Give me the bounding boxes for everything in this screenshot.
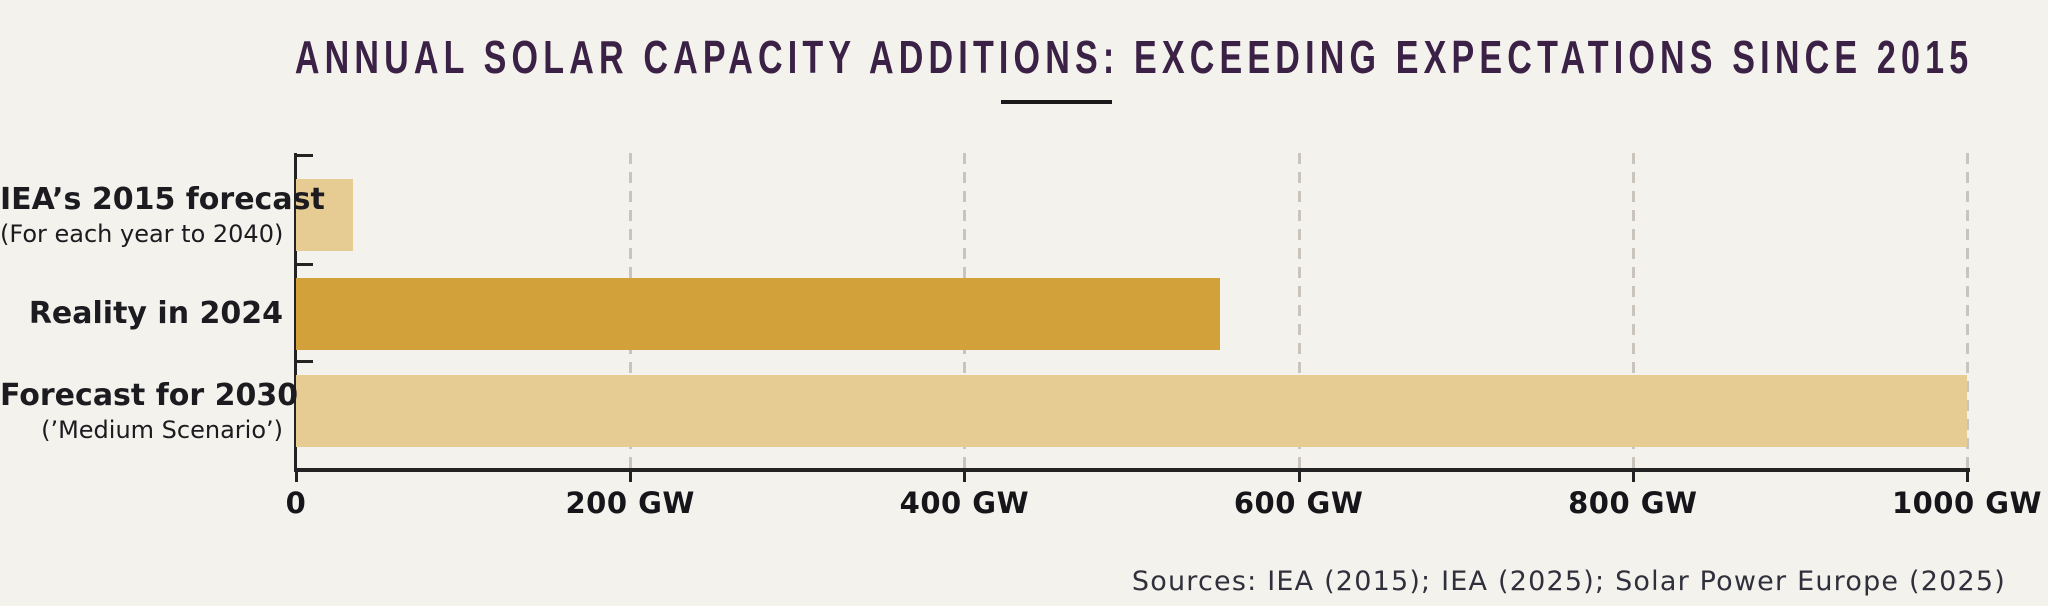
- chart-title: ANNUAL SOLAR CAPACITY ADDITIONS: EXCEEDI…: [294, 31, 1974, 83]
- y-tick-1: [297, 154, 313, 157]
- category-label-sub: (’Medium Scenario’): [41, 416, 283, 444]
- source-note: Sources: IEA (2015); IEA (2025); Solar P…: [1131, 566, 2006, 597]
- bar-1: [296, 179, 353, 251]
- category-label-2: Reality in 2024: [0, 295, 283, 333]
- x-tick-label-200: 200 GW: [565, 486, 695, 520]
- category-label-sub: (For each year to 2040): [0, 220, 284, 248]
- title-underline: [1001, 100, 1112, 104]
- x-tick-400: [963, 470, 967, 482]
- category-label-3: Forecast for 2030 (’Medium Scenario’): [0, 377, 299, 445]
- x-tick-0: [295, 470, 298, 482]
- x-tick-label-0: 0: [285, 486, 307, 520]
- gridline-600: [1297, 153, 1301, 468]
- x-tick-1000: [1966, 470, 1969, 482]
- category-label-main: Forecast for 2030: [0, 378, 299, 413]
- y-tick-2: [297, 263, 313, 266]
- x-axis-line: [294, 468, 1970, 472]
- x-tick-200: [629, 470, 633, 482]
- chart-header: ANNUAL SOLAR CAPACITY ADDITIONS: EXCEEDI…: [0, 30, 2048, 84]
- x-tick-label-1000: 1000 GW: [1891, 486, 2043, 520]
- bar-2: [296, 278, 1221, 350]
- x-tick-label-600: 600 GW: [1233, 486, 1364, 520]
- gridline-800: [1631, 153, 1635, 468]
- y-axis-line: [294, 153, 297, 471]
- x-tick-label-400: 400 GW: [899, 486, 1030, 520]
- category-label-main: IEA’s 2015 forecast: [0, 182, 325, 217]
- y-tick-3: [297, 360, 313, 363]
- category-label-1: IEA’s 2015 forecast (For each year to 204…: [0, 181, 325, 249]
- bar-3: [296, 375, 1967, 447]
- x-tick-label-800: 800 GW: [1568, 486, 1698, 520]
- x-tick-800: [1631, 470, 1635, 482]
- category-label-main: Reality in 2024: [28, 296, 283, 331]
- plot-area: [294, 153, 1969, 471]
- x-tick-600: [1297, 470, 1301, 482]
- gridline-1000: [1966, 153, 1969, 468]
